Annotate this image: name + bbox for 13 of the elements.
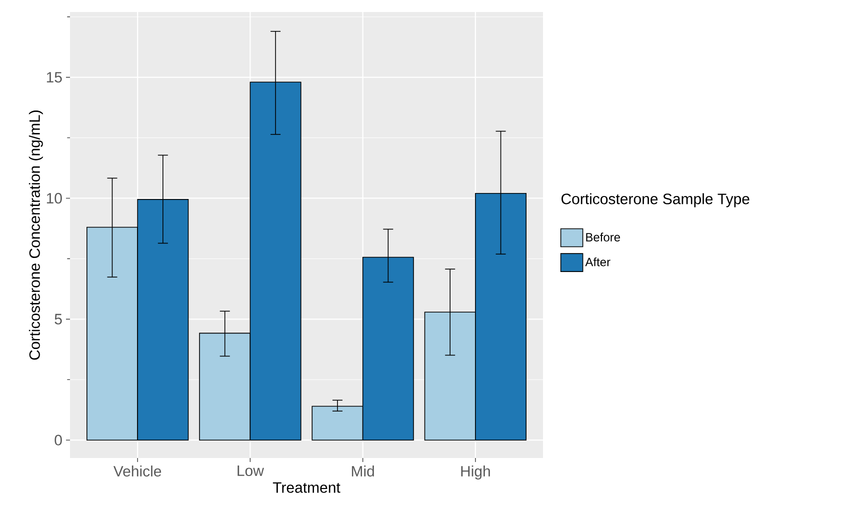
y-tick-label: 15 — [46, 72, 62, 83]
y-tick-label: 5 — [54, 314, 62, 324]
legend-title: Corticosterone Sample Type — [561, 193, 750, 208]
x-tick-label: Low — [238, 466, 264, 476]
x-tick-label: Vehicle — [113, 466, 162, 477]
y-tick-label: 10 — [46, 192, 62, 204]
legend-label: After — [585, 257, 610, 266]
x-tick-label: High — [461, 466, 490, 480]
x-axis-title: Treatment — [272, 482, 340, 493]
y-axis-title: Corticosterone Concentration (ng/mL) — [28, 110, 43, 360]
legend-label: Before — [586, 232, 620, 242]
x-tick-label: Mid — [352, 466, 374, 477]
y-tick-label: 0 — [54, 434, 62, 446]
